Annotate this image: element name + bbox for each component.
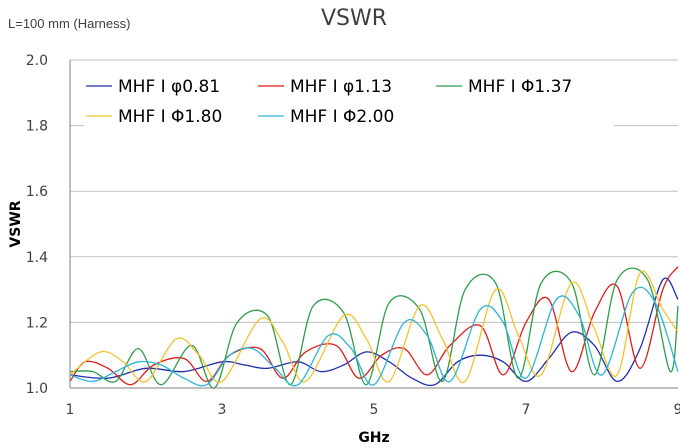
legend: MHF I φ0.81 MHF I φ1.13 MHF I Φ1.37 MHF I Φ… xyxy=(86,77,572,127)
y-tick-label: 2.0 xyxy=(26,53,48,69)
series-line-2 xyxy=(69,266,679,386)
legend-label: MHF I Φ1.37 xyxy=(468,77,572,97)
x-axis-label: GHz xyxy=(358,430,389,446)
legend-label: MHF I Φ2.00 xyxy=(290,107,394,127)
x-tick-label: 7 xyxy=(522,402,531,418)
chart-title: VSWR xyxy=(320,6,388,31)
series-line-4 xyxy=(69,270,679,384)
series-line-3 xyxy=(69,267,679,389)
y-tick-label: 1.2 xyxy=(26,315,48,331)
chart-annotation: L=100 mm (Harness) xyxy=(8,16,131,31)
series-line-1 xyxy=(69,277,679,387)
axes: 1.0 1.2 1.4 1.6 1.8 2.0 1 3 5 7 9 xyxy=(26,53,680,418)
series-lines xyxy=(69,266,679,389)
legend-label: MHF I Φ1.80 xyxy=(118,107,222,127)
x-tick-label: 5 xyxy=(370,402,379,418)
legend-label: MHF I φ0.81 xyxy=(118,77,220,97)
legend-label: MHF I φ1.13 xyxy=(290,77,392,97)
y-tick-label: 1.8 xyxy=(26,119,48,135)
x-tick-label: 1 xyxy=(66,402,75,418)
y-tick-label: 1.0 xyxy=(26,381,48,397)
series-line-5 xyxy=(69,286,679,387)
x-tick-label: 3 xyxy=(218,402,227,418)
y-tick-label: 1.6 xyxy=(26,184,48,200)
y-axis-label: VSWR xyxy=(8,200,24,247)
legend-box xyxy=(84,68,614,128)
y-tick-label: 1.4 xyxy=(26,250,48,266)
x-tick-label: 9 xyxy=(674,402,680,418)
